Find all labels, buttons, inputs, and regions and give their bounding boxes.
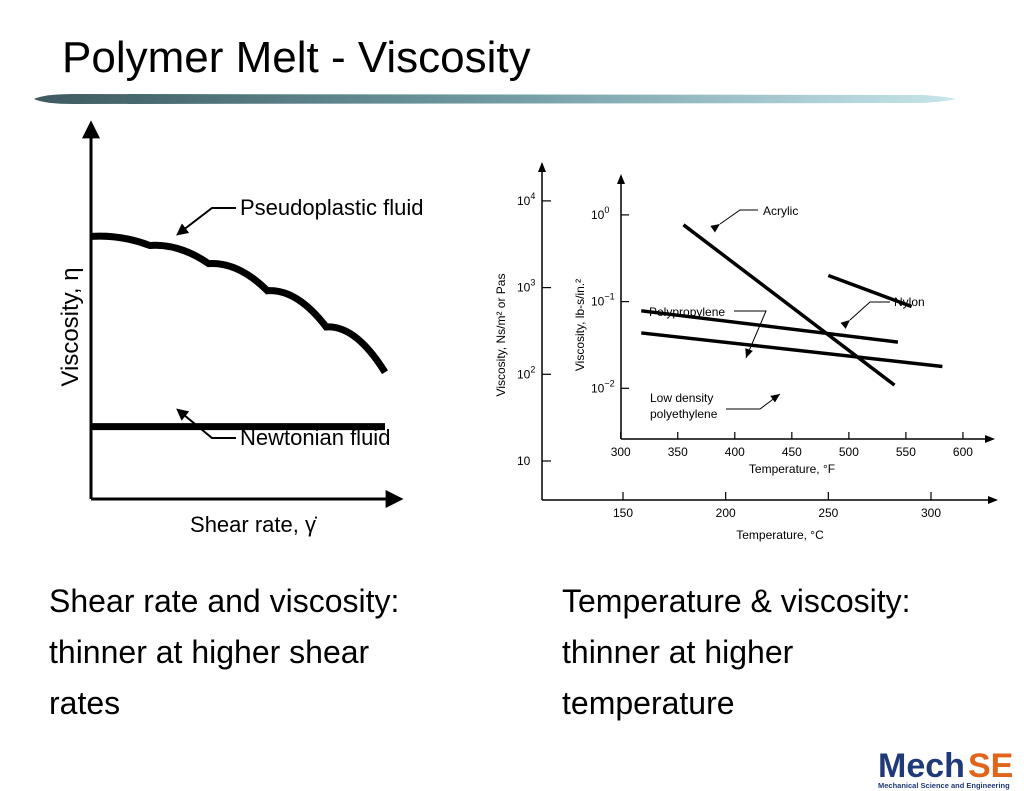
x-tick-label-c: 150 (613, 506, 633, 520)
leader-arrowhead (770, 394, 780, 403)
y-tick-label-outer: 102 (517, 364, 535, 381)
logo-mech: Mech (878, 747, 965, 785)
axis-arrowhead (538, 162, 546, 172)
callout-arrow (176, 408, 236, 439)
axis-arrowhead (985, 435, 995, 443)
series-line-polypropylene (641, 309, 899, 344)
caption-temperature: Temperature & viscosity: thinner at high… (562, 576, 1002, 729)
series-line-ldpe (641, 331, 943, 369)
axis-arrowhead (988, 496, 998, 504)
series-label-ldpe: Low density polyethylene (650, 391, 718, 421)
slide-title: Polymer Melt - Viscosity (62, 33, 531, 82)
caption-line: thinner at higher shear (49, 634, 370, 670)
mechse-logo: Mech SE Mechanical Science and Engineeri… (878, 747, 1013, 790)
x-tick-label-f: 500 (839, 445, 859, 459)
caption-line: thinner at higher (562, 634, 794, 670)
x-tick-label-c: 200 (716, 506, 736, 520)
series-line-pseudoplastic (90, 232, 388, 375)
outer-y-axis-label: Viscosity, Ns/m² or Pas (494, 274, 508, 397)
x-tick-label-f: 350 (668, 445, 688, 459)
x-tick-label-c: 300 (921, 506, 941, 520)
y-tick-label-outer: 103 (517, 278, 535, 295)
series-label-acrylic: Acrylic (763, 204, 798, 218)
leader-line (719, 209, 758, 225)
inner-x-axis-label: Temperature, °F (749, 462, 835, 476)
x-tick-label-f: 400 (725, 445, 745, 459)
legend-label-pseudoplastic: Pseudoplastic fluid (240, 195, 423, 220)
leader-line (849, 301, 890, 321)
legend-label-newtonian: Newtonian fluid (240, 425, 390, 450)
x-tick-label-c: 250 (818, 506, 838, 520)
inner-y-axis-label: Viscosity, lb-s/in.² (573, 279, 587, 371)
outer-x-axis-label: Temperature, °C (736, 528, 824, 542)
axis-arrowhead (617, 174, 625, 184)
y-axis-label: Viscosity, η (57, 267, 84, 386)
x-axis-label: Shear rate, γ̇ (190, 512, 317, 537)
logo-se: SE (968, 747, 1013, 785)
x-tick-label-f: 450 (782, 445, 802, 459)
leader-arrowhead (745, 348, 753, 358)
leader-line (734, 310, 767, 359)
logo-subtitle: Mechanical Science and Engineering (878, 781, 1010, 790)
x-tick-label-f: 600 (953, 445, 973, 459)
y-tick-label-inner: 100 (591, 205, 609, 222)
title-divider (34, 94, 956, 104)
leader-arrowhead (710, 224, 720, 233)
caption-line: temperature (562, 685, 735, 721)
caption-shear: Shear rate and viscosity: thinner at hig… (49, 576, 489, 729)
y-tick-label-outer: 10 (517, 454, 531, 468)
caption-line: Shear rate and viscosity: (49, 583, 400, 619)
y-tick-label-inner: 10−1 (591, 292, 615, 309)
temperature-viscosity-chart: 150 200 250 300 104 103 102 10 300 350 400 450 500 55… (494, 162, 998, 542)
callout-arrow (176, 207, 236, 236)
series-label-polypropylene: Polypropylene (649, 305, 725, 319)
x-tick-label-f: 550 (896, 445, 916, 459)
caption-line: rates (49, 685, 121, 721)
series-label-nylon: Nylon (894, 295, 925, 309)
shear-rate-viscosity-chart: Viscosity, η Shear rate, γ̇ Pseudoplasti… (57, 120, 423, 537)
leader-arrowhead (840, 320, 850, 329)
series-line-nylon (827, 273, 913, 309)
y-tick-label-outer: 104 (517, 191, 535, 208)
y-tick-label-inner: 10−2 (591, 378, 615, 395)
caption-line: Temperature & viscosity: (562, 583, 911, 619)
x-tick-label-f: 300 (611, 445, 631, 459)
